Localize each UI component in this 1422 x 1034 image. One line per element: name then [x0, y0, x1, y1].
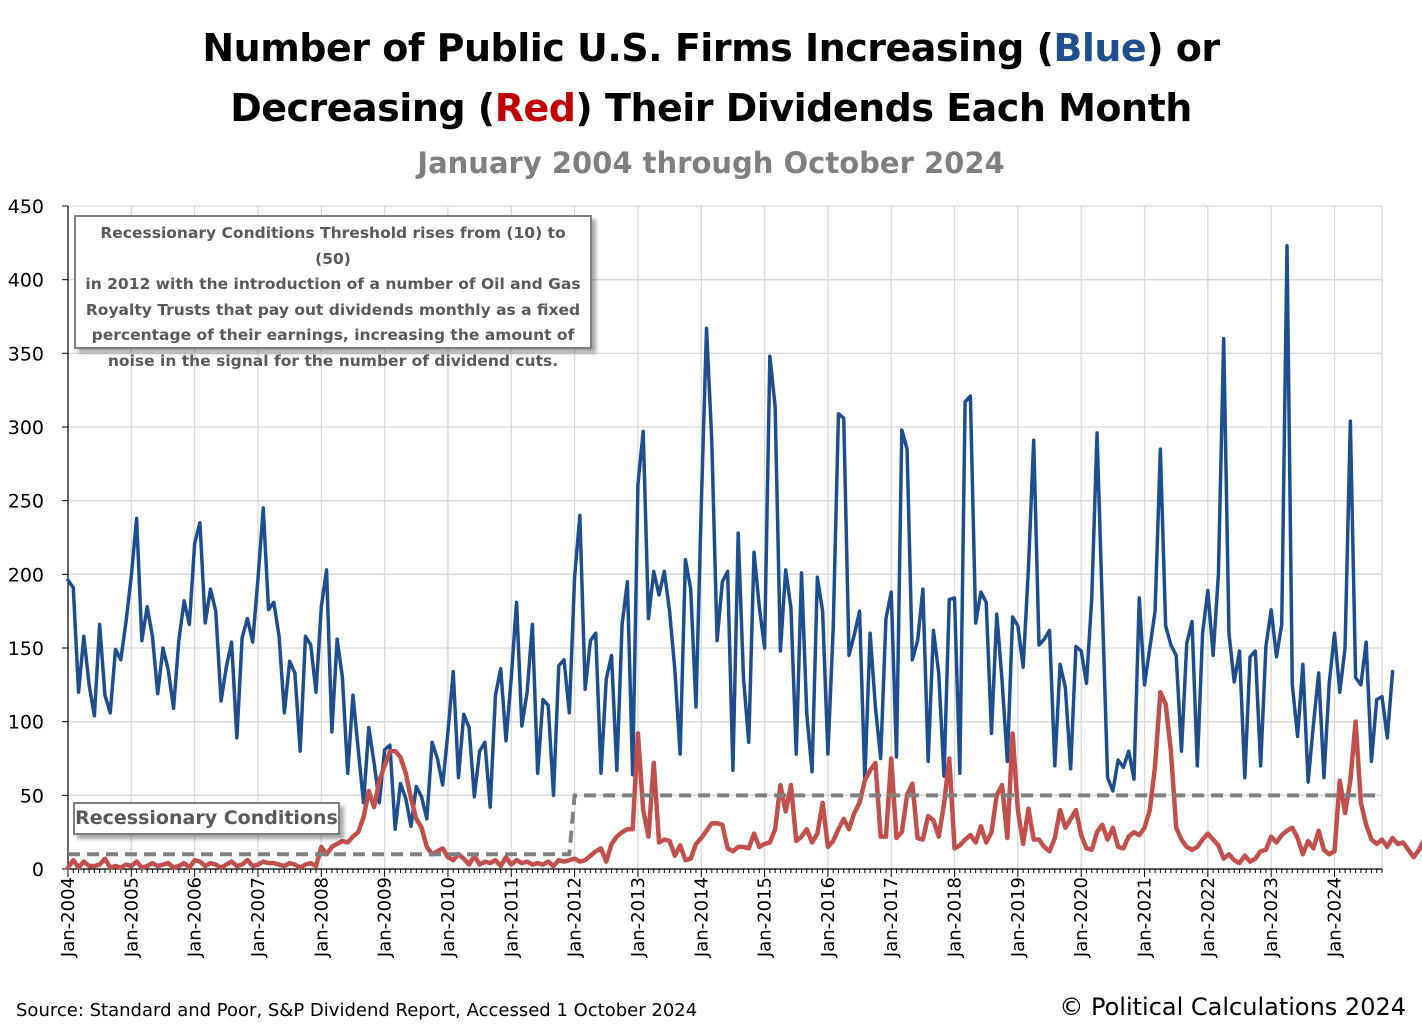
- x-tick-label: Jan-2006: [185, 877, 206, 958]
- y-tick-label: 400: [8, 270, 44, 292]
- x-tick-label: Jan-2018: [945, 877, 966, 958]
- x-tick-label: Jan-2016: [818, 877, 839, 958]
- x-tick-label: Jan-2004: [58, 877, 79, 958]
- x-tick-label: Jan-2015: [755, 877, 776, 958]
- x-tick-label: Jan-2010: [438, 877, 459, 958]
- y-tick-label: 350: [8, 343, 44, 365]
- y-tick-label: 200: [8, 564, 44, 586]
- y-tick-label: 150: [8, 638, 44, 660]
- x-tick-label: Jan-2019: [1008, 877, 1029, 958]
- title-part: Number of Public U.S. Firms Increasing (: [202, 26, 1054, 70]
- x-tick-label: Jan-2014: [691, 877, 712, 958]
- copyright-note: © Political Calculations 2024: [1059, 993, 1406, 1021]
- y-tick-label: 100: [8, 712, 44, 734]
- note-line: noise in the signal for the number of di…: [107, 351, 559, 370]
- increases-series-line: [66, 244, 1395, 831]
- x-tick-label: Jan-2013: [628, 877, 649, 958]
- x-tick-label: Jan-2008: [311, 877, 332, 958]
- x-tick-label: Jan-2024: [1325, 877, 1346, 958]
- x-tick-label: Jan-2017: [881, 877, 902, 958]
- y-tick-label: 450: [8, 196, 44, 218]
- x-tick-label: Jan-2012: [565, 877, 586, 958]
- source-note: Source: Standard and Poor, S&P Dividend …: [16, 1000, 698, 1021]
- x-tick-label: Jan-2020: [1071, 877, 1092, 958]
- x-tick-label: Jan-2021: [1135, 877, 1156, 958]
- recessionary-conditions-label: Recessionary Conditions: [73, 802, 340, 835]
- x-tick-label: Jan-2023: [1261, 877, 1282, 958]
- chart-title-line-1: Number of Public U.S. Firms Increasing (…: [0, 26, 1422, 70]
- title-part: ) Their Dividends Each Month: [575, 86, 1192, 130]
- title-highlight-red: Red: [494, 86, 576, 130]
- axes: [62, 205, 1383, 877]
- note-line: percentage of their earnings, increasing…: [91, 326, 575, 344]
- note-line: in 2012 with the introduction of a numbe…: [85, 275, 581, 293]
- y-tick-label: 250: [8, 491, 44, 513]
- title-part: Decreasing (: [230, 86, 495, 130]
- x-tick-label: Jan-2007: [248, 877, 269, 958]
- x-tick-label: Jan-2011: [501, 877, 522, 958]
- y-tick-label: 50: [20, 785, 44, 807]
- chart-title-line-2: Decreasing (Red) Their Dividends Each Mo…: [0, 86, 1422, 130]
- decreases-series-line: [65, 689, 1422, 870]
- threshold-series-line: [68, 793, 1382, 857]
- note-line: Royalty Trusts that pay out dividends mo…: [85, 300, 581, 319]
- note-line: Recessionary Conditions Threshold rises …: [100, 224, 566, 268]
- x-tick-labels: Jan-2004 Jan-2005 Jan-2006 Jan-2007 Jan-2008…: [58, 877, 1346, 958]
- y-tick-labels: 0 50 100 150 200 250 300 350 400 450: [8, 196, 44, 881]
- threshold-note-box: Recessionary Conditions Threshold rises …: [74, 215, 592, 370]
- title-part: ) or: [1146, 26, 1220, 70]
- y-tick-label: 0: [32, 859, 44, 881]
- series-lines: [65, 244, 1422, 870]
- x-tick-label: Jan-2009: [375, 877, 396, 958]
- title-highlight-blue: Blue: [1053, 26, 1147, 70]
- x-tick-label: Jan-2022: [1198, 877, 1219, 958]
- chart-subtitle: January 2004 through October 2024: [417, 146, 1005, 180]
- y-tick-label: 300: [8, 417, 44, 439]
- x-tick-label: Jan-2005: [121, 877, 142, 958]
